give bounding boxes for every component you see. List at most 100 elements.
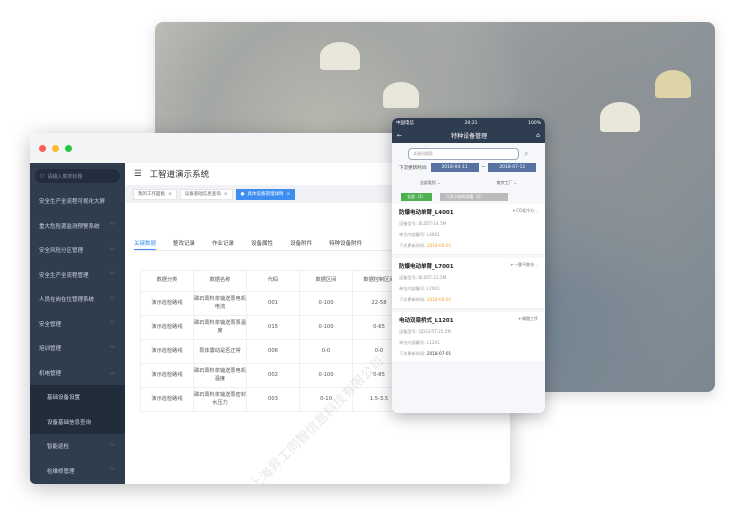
content-tab[interactable]: 特种设备附件 [329,241,363,247]
phone-search-input[interactable]: 关键词搜索 [408,148,519,160]
close-dot[interactable] [39,144,46,152]
data-table: 数据分类 数据名称 代码 数据区间 数据控制区间 演示巡检路线 磷石膏料浆输送泵电机电流 00… [140,270,406,412]
chevron-icon: ﹀ [109,247,115,254]
open-tab[interactable]: ● 具体设备管理详情 × [235,188,296,200]
chevron-icon: ︿ [109,370,115,377]
table-cell: 0-0 [299,339,353,364]
card-model: BLD5T-22.5M [418,275,447,280]
label: 安全管理 [39,321,62,328]
label: 安全生产全流程可视化大屏 [39,199,106,206]
battery: 100% [528,120,541,126]
card-model: BLD5T-14.5M [418,221,447,226]
chip-expired[interactable]: 只显示临检设备（2） [439,193,508,201]
label: 我的工作面板 [138,192,165,197]
location-pin-icon: ⌖ [510,262,513,267]
home-icon[interactable]: ⌂ [536,132,540,139]
sidebar-item[interactable]: 安全管理 ﹀ [30,312,125,337]
table-row: 演示巡检路线 磷石膏料浆输送泵电机电流 001 0-100 22-58 [140,291,406,316]
label: 下次更新时间: [399,351,426,356]
table-cell: 0-100 [299,315,353,340]
date-from[interactable]: 2018-04-11 [430,163,479,172]
minimize-dot[interactable] [52,144,59,152]
chevron-icon: ﹀ [109,321,115,328]
column-header: 数据分类 [140,270,194,292]
equipment-card[interactable]: 电动双梁桥式_L1201 ⌖ 磷酸工序 设备型号: QD32/5T-25.5M 单… [392,312,545,363]
label: 培训管理 [39,346,62,353]
date-to[interactable]: 2018-07-11 [488,163,537,172]
equipment-card[interactable]: 防爆电动单臂_L7001 ⌖ 一酸平鲸合... 设备型号: BLD5T-22.5M… [392,258,545,309]
sidebar-subitem[interactable]: 基础设备设置 [30,385,125,410]
open-tab[interactable]: 设备基础信息查询 × [179,188,233,200]
date-sep: ~ [481,165,486,170]
sidebar-subitem[interactable]: 智能巡检 ﹀ [30,434,125,459]
label: 检维修管理 [47,468,75,475]
label: 设备型号: [399,329,418,334]
back-arrow-icon[interactable]: ← [397,132,403,139]
sidebar-item[interactable]: 安全生产全流程可视化大屏 [30,189,125,214]
content-tab[interactable]: 关键数据 [134,239,157,250]
label: 下次更新时间: [399,243,426,248]
sidebar-item[interactable]: 重大危险源监测预警系统 ﹀ [30,214,125,239]
open-tab[interactable]: 我的工作面板 × [133,188,177,200]
label: 设备基础信息查询 [184,192,221,197]
label: 机电管理 [39,370,62,377]
label: 基础设备设置 [47,395,81,402]
sidebar-item[interactable]: 机电管理 ︿ [30,361,125,386]
content-tab[interactable]: 作业记录 [212,241,235,247]
content-tab[interactable]: 设备附件 [290,241,313,247]
sidebar-item[interactable]: 安全生产全流程管理 ﹀ [30,263,125,288]
sidebar-item[interactable]: 安全风险分区管理 ﹀ [30,238,125,263]
label: 南京工厂 [496,179,513,185]
table-cell: 泵体震动是否正常 [193,339,247,364]
equipment-card[interactable]: 防爆电动单臂_L4001 ⌖ CO发冷分... 设备型号: BLD5T-14.5M… [392,204,545,255]
menu-toggle-icon[interactable]: ☰ [134,169,142,179]
chip-all[interactable]: 全部（3） [401,193,432,201]
category-dropdown[interactable]: 全部类别 ⌄ [419,179,441,185]
chevron-down-icon: ﹀ [109,443,115,450]
label: 设备基础信息查询 [47,419,92,426]
phone-title: 特种设备管理 [451,133,488,140]
sidebar-subitem[interactable]: 设备基础信息查询 [30,409,125,434]
close-icon[interactable]: × [168,191,172,197]
clock: 20:21 [464,120,478,126]
phone-screen: 中国电信 20:21 100% ← 特种设备管理 ⌂ 关键词搜索 ⌕ 下次更新时间: 201… [392,118,545,413]
sidebar-item[interactable]: 人员在岗在位管理系统 ﹀ [30,287,125,312]
chevron-icon: ﹀ [109,272,115,279]
search-icon[interactable]: ⌕ [524,149,529,158]
table-row: 演示巡检路线 磷石膏料浆输送泵泵温度 015 0-100 0-65 [140,315,406,340]
label: 单位内部编号: [399,340,426,345]
sidebar-item[interactable]: 培训管理 ﹀ [30,336,125,361]
column-header: 数据区间 [299,270,353,292]
table-cell: 002 [246,363,300,388]
chevron-icon: ﹀ [109,296,115,303]
card-date: 2018-05-01 [426,243,452,248]
maximize-dot[interactable] [65,144,72,152]
column-header: 代码 [246,270,300,292]
card-title: 防爆电动单臂_L7001 [399,264,454,270]
close-icon[interactable]: × [223,191,228,197]
date-label: 下次更新时间: [399,165,428,171]
label: 人员在岗在位管理系统 [39,297,95,304]
table-cell: 磷石膏料浆输送泵电机电流 [193,291,247,316]
content-tab[interactable]: 设备属性 [251,241,274,247]
search-icon: ○ [40,173,45,179]
table-cell: 006 [246,339,300,364]
table-cell: 0-100 [299,291,353,316]
table-cell: 演示巡检路线 [140,363,194,388]
page-title: 工智道演示系统 [149,170,210,180]
label: 智能巡检 [47,444,70,451]
label: 单位内部编号: [399,286,426,291]
table-cell: 演示巡检路线 [140,339,194,364]
close-icon[interactable]: × [286,191,291,197]
table-row: 演示巡检路线 磷石膏料浆输送泵电机温度 002 0-100 0-85 [140,363,406,388]
content-tab[interactable]: 整改记录 [173,241,196,247]
card-date: 2018-05-01 [426,297,452,302]
sidebar-subitem[interactable]: 检维修管理 ﹀ [30,459,125,484]
label: 设备型号: [399,221,418,226]
menu-search-input[interactable]: ○ 请输入菜单标题 [35,169,120,183]
label: 安全生产全流程管理 [39,272,89,279]
table-cell: 磷石膏料浆输送泵电机温度 [193,363,247,388]
chevron-down-icon: ﹀ [109,468,115,475]
table-cell: 0-10 [299,387,353,412]
factory-dropdown[interactable]: 南京工厂 ⌄ [496,179,518,185]
